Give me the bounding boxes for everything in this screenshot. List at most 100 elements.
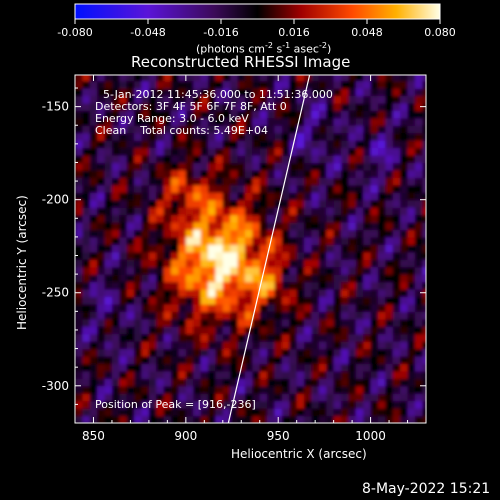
heatmap-cell	[244, 147, 253, 156]
heatmap-cell	[75, 110, 83, 119]
heatmap-cell	[89, 274, 98, 283]
heatmap-cell	[341, 348, 350, 357]
heatmap-cell	[134, 296, 143, 305]
heatmap-cell	[355, 251, 364, 260]
heatmap-cell	[333, 140, 342, 149]
heatmap-cell	[400, 244, 409, 253]
heatmap-cell	[289, 318, 298, 327]
heatmap-cell	[156, 356, 165, 365]
heatmap-cell	[414, 207, 423, 216]
heatmap-cell	[244, 274, 253, 283]
heatmap-cell	[126, 88, 135, 97]
heatmap-cell	[185, 281, 194, 290]
heatmap-cell	[363, 363, 372, 372]
heatmap-cell	[274, 155, 283, 164]
heatmap-cell	[392, 236, 401, 245]
heatmap-cell	[215, 110, 224, 119]
heatmap-cell	[363, 333, 372, 342]
heatmap-cell	[104, 378, 113, 387]
heatmap-cell	[400, 393, 409, 402]
heatmap-cell	[119, 75, 128, 82]
heatmap-cell	[148, 132, 157, 141]
heatmap-cell	[222, 95, 231, 104]
heatmap-cell	[178, 266, 187, 275]
heatmap-cell	[111, 333, 120, 342]
heatmap-cell	[422, 88, 426, 97]
heatmap-cell	[141, 125, 150, 134]
heatmap-cell	[259, 378, 268, 387]
heatmap-cell	[141, 192, 150, 201]
heatmap-cell	[156, 296, 165, 305]
heatmap-cell	[171, 110, 180, 119]
heatmap-cell	[126, 385, 135, 394]
heatmap-cell	[400, 251, 409, 260]
heatmap-cell	[289, 199, 298, 208]
heatmap-cell	[281, 303, 290, 312]
heatmap-cell	[193, 274, 202, 283]
heatmap-cell	[208, 356, 216, 365]
heatmap-cell	[215, 378, 224, 387]
heatmap-cell	[244, 162, 253, 171]
heatmap-cell	[163, 75, 172, 82]
heatmap-cell	[230, 75, 239, 82]
heatmap-cell	[215, 169, 224, 178]
heatmap-cell	[215, 162, 224, 171]
heatmap-cell	[148, 333, 157, 342]
heatmap-cell	[407, 214, 416, 223]
heatmap-cell	[237, 177, 246, 186]
heatmap-cell	[163, 184, 172, 193]
heatmap-cell	[318, 88, 327, 97]
heatmap-cell	[75, 274, 83, 283]
heatmap-cell	[311, 199, 320, 208]
heatmap-cell	[304, 214, 313, 223]
heatmap-cell	[141, 162, 150, 171]
heatmap-cell	[392, 169, 401, 178]
heatmap-cell	[185, 356, 194, 365]
heatmap-cell	[281, 140, 290, 149]
heatmap-cell	[341, 289, 350, 298]
heatmap-cell	[134, 303, 143, 312]
heatmap-cell	[215, 236, 224, 245]
heatmap-cell	[377, 415, 386, 423]
heatmap-cell	[296, 222, 305, 231]
heatmap-cell	[134, 259, 143, 268]
heatmap-cell	[141, 378, 150, 387]
heatmap-cell	[252, 125, 261, 134]
heatmap-cell	[119, 274, 128, 283]
heatmap-cell	[252, 177, 261, 186]
heatmap-cell	[304, 236, 313, 245]
heatmap-cell	[237, 326, 246, 335]
heatmap-cell	[185, 266, 194, 275]
heatmap-cell	[289, 289, 298, 298]
heatmap-cell	[326, 370, 335, 379]
heatmap-cell	[377, 363, 386, 372]
heatmap-cell	[341, 244, 350, 253]
heatmap-cell	[296, 363, 305, 372]
heatmap-cell	[230, 333, 239, 342]
heatmap-cell	[185, 400, 194, 409]
heatmap-cell	[82, 229, 91, 238]
heatmap-cell	[414, 95, 423, 104]
chart-title: Reconstructed RHESSI Image	[131, 53, 351, 71]
heatmap-cell	[304, 311, 313, 320]
heatmap-cell	[267, 140, 276, 149]
heatmap-cell	[171, 251, 180, 260]
heatmap-cell	[318, 199, 327, 208]
heatmap-cell	[326, 400, 335, 409]
heatmap-cell	[422, 95, 426, 104]
heatmap-cell	[333, 311, 342, 320]
heatmap-cell	[222, 236, 231, 245]
colorbar-tick-label: 0.016	[278, 26, 310, 39]
heatmap-cell	[311, 326, 320, 335]
heatmap-cell	[208, 88, 216, 97]
heatmap-cell	[215, 259, 224, 268]
colorbar-unit: (photons cm-2 s-1 asec-2)	[196, 41, 332, 56]
heatmap-cell	[326, 393, 335, 402]
heatmap-cell	[208, 400, 216, 409]
heatmap-cell	[407, 222, 416, 231]
heatmap-cell	[75, 259, 83, 268]
heatmap-cell	[392, 378, 401, 387]
heatmap-cell	[237, 370, 246, 379]
heatmap-cell	[414, 222, 423, 231]
heatmap-cell	[141, 415, 150, 423]
